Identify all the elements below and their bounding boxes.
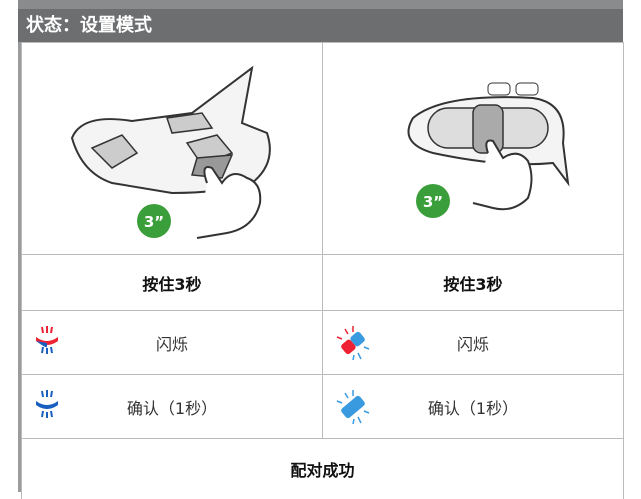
led-blue-icon — [335, 389, 371, 425]
badge-text: 3” — [423, 193, 443, 211]
cell: 确认（1秒） — [323, 375, 624, 439]
cell-text: 确认（1秒） — [428, 399, 518, 418]
led-red-blue-icon — [34, 325, 60, 355]
image-cell: 3” — [323, 43, 624, 255]
table: 3” 3” 按住3秒 按住3秒 闪烁 闪烁 — [21, 42, 624, 499]
cell: 闪烁 — [22, 311, 323, 375]
headset-illustration: 3” — [22, 43, 322, 250]
result-cell: 配对成功 — [22, 439, 624, 499]
cell: 确认（1秒） — [22, 375, 323, 439]
top-strip — [18, 0, 623, 9]
cell: 闪烁 — [323, 311, 624, 375]
cell-text: 闪烁 — [457, 335, 489, 354]
cell-text: 确认（1秒） — [127, 399, 217, 418]
cell-text: 闪烁 — [156, 335, 188, 354]
cell: 按住3秒 — [22, 255, 323, 311]
led-red-blue-icon — [335, 325, 371, 361]
header-title: 状态：设置模式 — [18, 9, 623, 42]
device-illustration: 3” — [323, 43, 623, 250]
badge-text: 3” — [144, 213, 164, 231]
led-blue-icon — [34, 389, 60, 419]
image-cell: 3” — [22, 43, 323, 255]
cell: 按住3秒 — [323, 255, 624, 311]
